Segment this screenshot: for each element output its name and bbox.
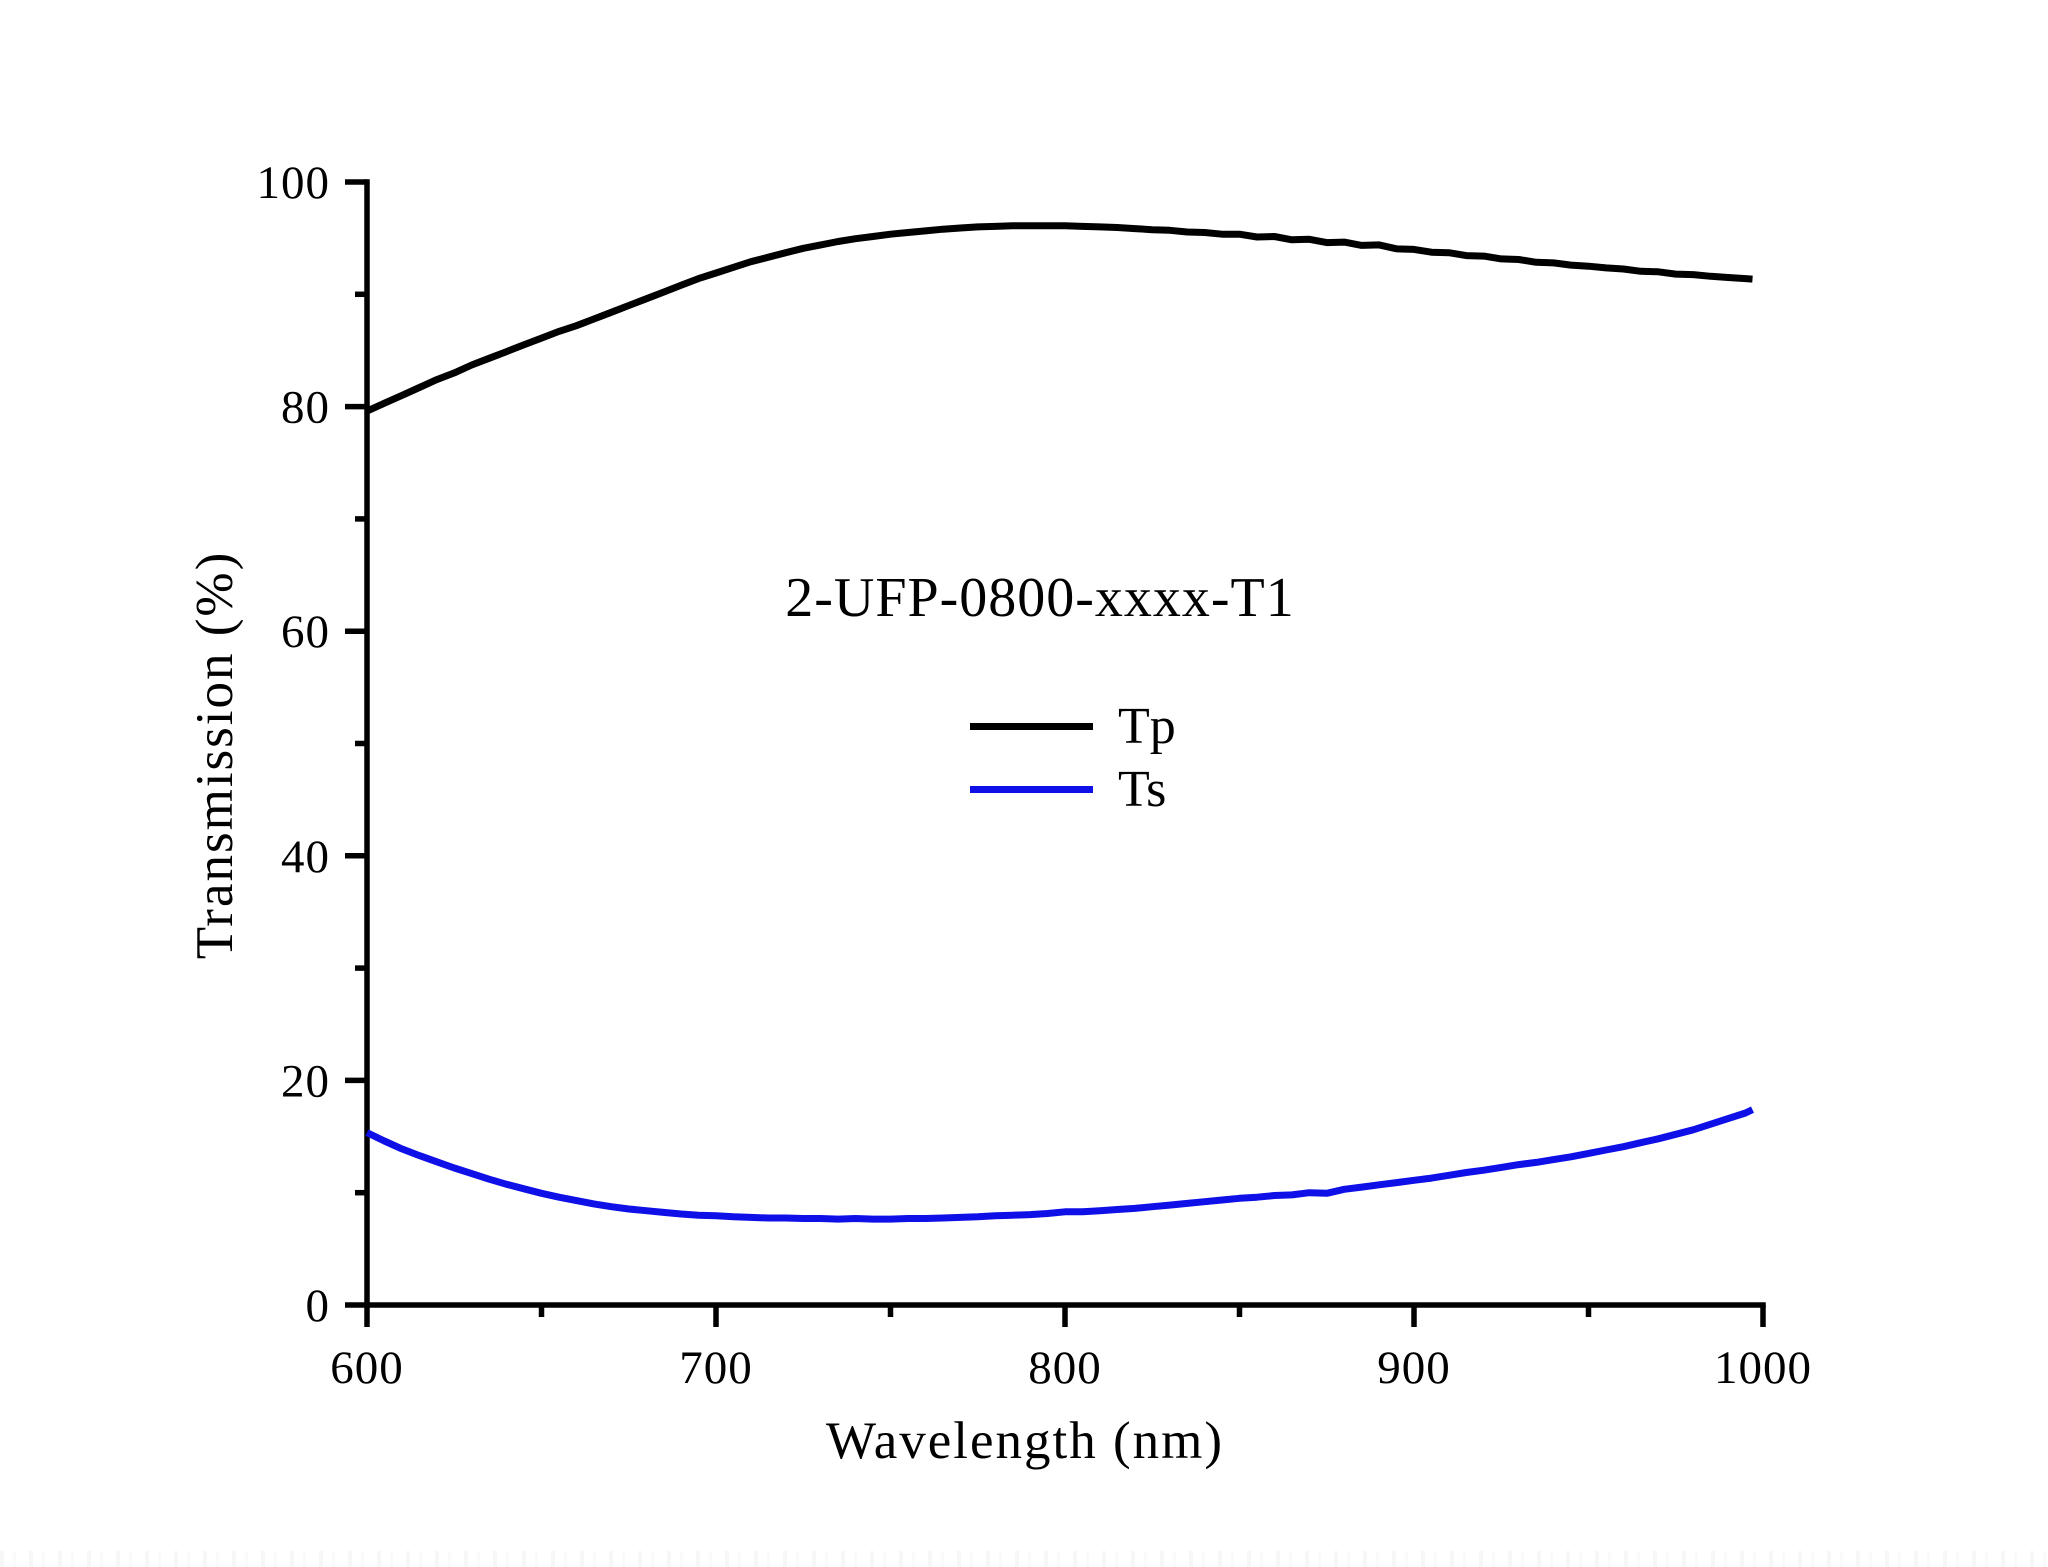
y-tick-label: 60 <box>281 606 330 658</box>
x-axis-label: Wavelength (nm) <box>825 1412 1225 1470</box>
y-tick-label: 0 <box>306 1280 331 1332</box>
x-tick-label: 1000 <box>1714 1342 1812 1394</box>
x-tick-label: 700 <box>679 1342 753 1394</box>
x-tick-label: 600 <box>330 1342 404 1394</box>
legend: Tp Ts <box>970 695 1176 821</box>
y-tick-label: 80 <box>281 382 330 434</box>
legend-item-tp: Tp <box>970 695 1176 758</box>
legend-line-swatch-ts <box>970 786 1093 793</box>
x-tick-label: 800 <box>1028 1342 1102 1394</box>
legend-label-ts: Ts <box>1118 760 1167 818</box>
chart-title: 2-UFP-0800-xxxx-T1 <box>785 567 1295 629</box>
curve-ts <box>365 1106 1755 1223</box>
x-tick-label: 900 <box>1377 1342 1451 1394</box>
y-tick-label: 100 <box>257 157 331 209</box>
legend-label-tp: Tp <box>1118 697 1176 755</box>
legend-item-ts: Ts <box>970 758 1176 821</box>
legend-line-swatch-tp <box>970 723 1093 730</box>
curve-tp <box>365 222 1753 415</box>
y-tick-label: 20 <box>281 1055 330 1107</box>
scan-edge-noise <box>0 1551 2048 1567</box>
y-tick-label: 40 <box>281 831 330 883</box>
y-axis-label: Transmission (%) <box>186 550 244 960</box>
